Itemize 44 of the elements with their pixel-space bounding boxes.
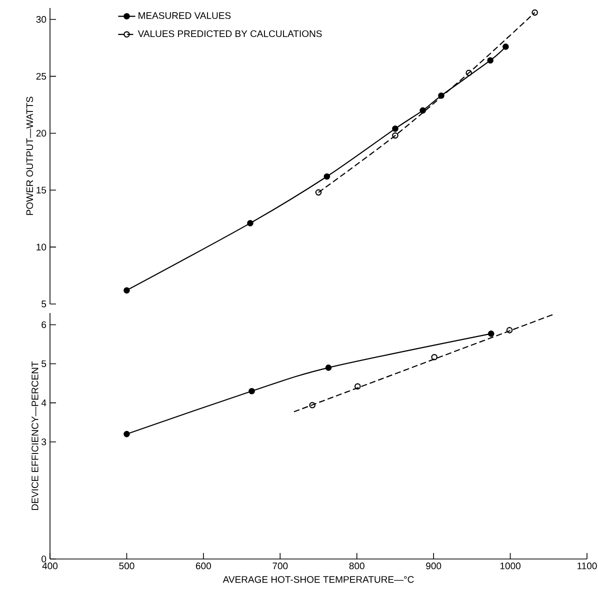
point	[247, 220, 254, 226]
y-tick-label: 15	[36, 186, 46, 194]
x-tick-label: 800	[349, 562, 364, 570]
y-tick-label: 3	[42, 438, 46, 446]
point	[315, 189, 322, 196]
point	[502, 44, 509, 50]
x-tick-label: 900	[426, 562, 442, 570]
point	[532, 9, 538, 16]
point	[392, 132, 398, 139]
y-tick-label: 6	[42, 321, 46, 328]
x-tick-label: 700	[272, 562, 288, 570]
point	[124, 430, 130, 438]
legend-label: MEASURED VALUES	[138, 12, 231, 19]
point	[420, 107, 426, 114]
point	[392, 126, 398, 132]
y-axis-title: DEVICE EFFICIENCY—PERCENT	[32, 362, 38, 510]
y-tick-label: 30	[36, 16, 46, 23]
point	[506, 327, 513, 334]
point	[324, 173, 330, 180]
point	[431, 354, 438, 360]
x-tick-label: 1100	[578, 562, 597, 570]
y-tick-label: 5	[42, 300, 46, 308]
y-tick-label: 4	[41, 400, 46, 406]
x-tick-label: 400	[42, 562, 58, 570]
y-tick-label: 10	[36, 244, 46, 250]
point	[248, 388, 255, 394]
point	[124, 287, 130, 294]
y-tick-label: 20	[36, 130, 46, 137]
y-tick-label: 0	[42, 556, 46, 562]
point	[488, 330, 494, 337]
y-tick-label: 5	[42, 360, 46, 368]
point	[466, 70, 472, 76]
point	[309, 402, 316, 408]
point	[438, 92, 444, 99]
y-tick-label: 25	[36, 72, 46, 80]
x-tick-label: 1000	[500, 562, 520, 570]
y-axis-title: POWER OUTPUT—WATTS	[26, 96, 34, 215]
point	[354, 383, 361, 390]
x-axis-title: AVERAGE HOT-SHOE TEMPERATURE—°C	[222, 576, 414, 583]
x-tick-label: 600	[196, 562, 211, 570]
point	[325, 364, 332, 371]
point	[487, 57, 494, 64]
legend-label: VALUES PREDICTED BY CALCULATIONS	[138, 30, 322, 38]
x-tick-label: 500	[119, 562, 134, 570]
